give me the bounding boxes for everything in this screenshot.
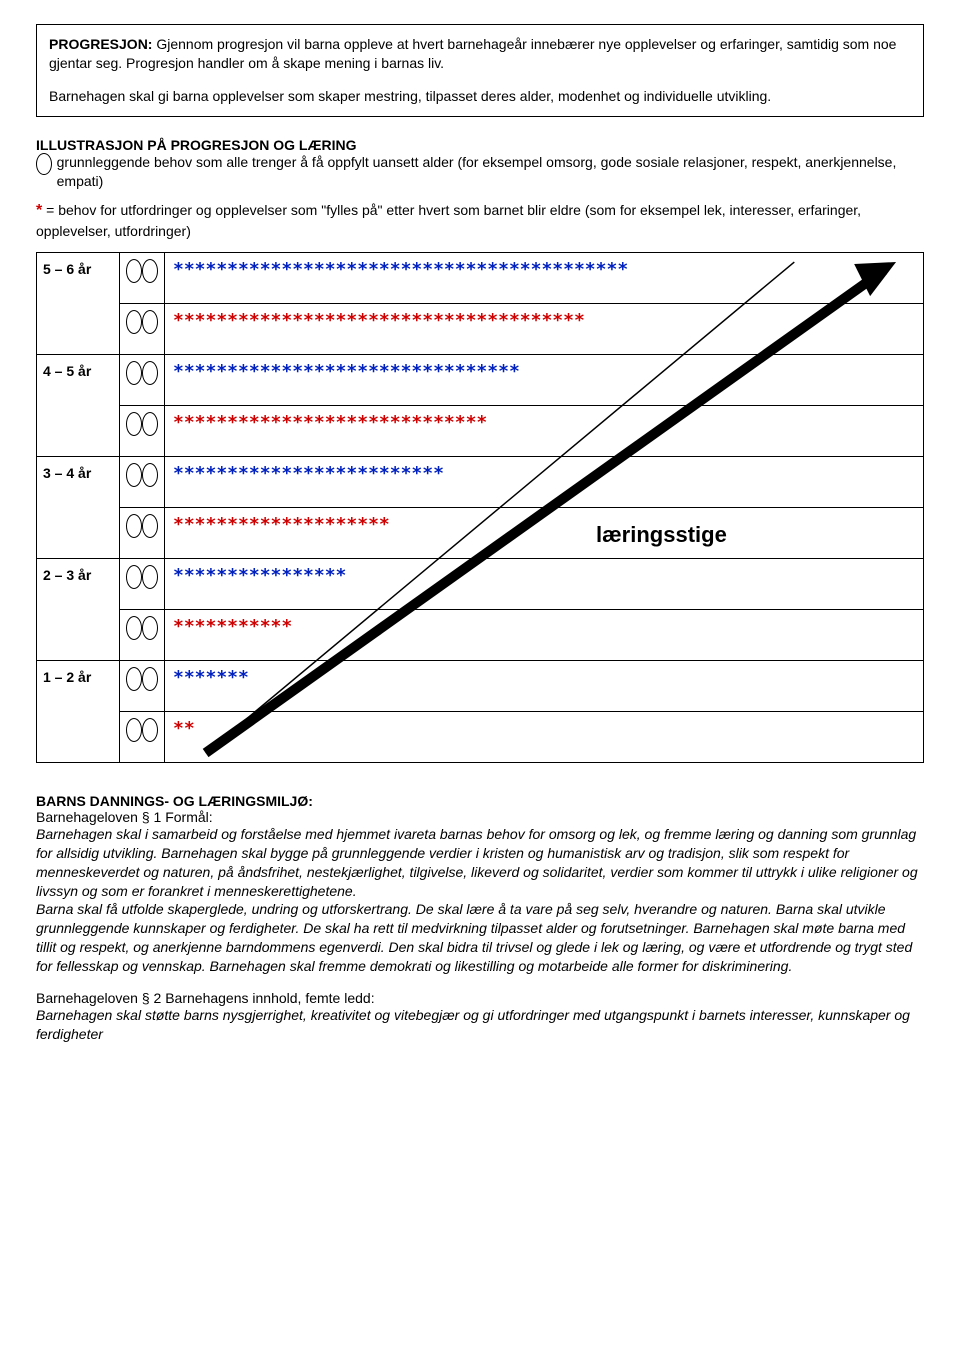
oval-icon (126, 412, 142, 436)
star-cell-top: ************************* (165, 456, 924, 507)
oval-cell (120, 711, 165, 762)
star-cell-bottom: ***************************** (165, 405, 924, 456)
ladder-label: læringsstige (596, 522, 727, 548)
illustration-heading: ILLUSTRASJON PÅ PROGRESJON OG LÆRING (36, 137, 924, 153)
star-cell-top: ****************************************… (165, 252, 924, 303)
oval-cell (120, 609, 165, 660)
law-mid-paragraph: Barna skal få utfolde skaperglede, undri… (36, 900, 924, 976)
oval-cell (120, 558, 165, 609)
age-label: 3 – 4 år (37, 456, 120, 558)
bottom-section: BARNS DANNINGS- OG LÆRINGSMILJØ: Barneha… (36, 793, 924, 1044)
age-label: 1 – 2 år (37, 660, 120, 762)
definition-star: * = behov for utfordringer og opplevelse… (36, 200, 924, 242)
oval-icon (142, 310, 158, 334)
star-cell-top: **************** (165, 558, 924, 609)
star-cell-bottom: *********** (165, 609, 924, 660)
oval-cell (120, 405, 165, 456)
oval-icon (126, 514, 142, 538)
oval-cell (120, 660, 165, 711)
oval-cell (120, 354, 165, 405)
definition-oval-text: grunnleggende behov som alle trenger å f… (57, 153, 924, 192)
intro-heading: PROGRESJON: (49, 36, 156, 52)
age-label: 4 – 5 år (37, 354, 120, 456)
definition-star-text: = behov for utfordringer og opplevelser … (36, 202, 861, 239)
oval-icon (126, 616, 142, 640)
law-last-paragraph: Barnehagen skal støtte barns nysgjerrigh… (36, 1006, 924, 1044)
oval-icon (142, 718, 158, 742)
star-cell-top: ******* (165, 660, 924, 711)
law-italic-paragraph: Barnehagen skal i samarbeid og forståels… (36, 825, 924, 901)
oval-icon (142, 412, 158, 436)
star-cell-bottom: ************************************** (165, 303, 924, 354)
age-label: 2 – 3 år (37, 558, 120, 660)
oval-icon (126, 565, 142, 589)
oval-icon (142, 259, 158, 283)
oval-icon (126, 259, 142, 283)
definition-oval: grunnleggende behov som alle trenger å f… (36, 153, 924, 192)
oval-cell (120, 507, 165, 558)
intro-box: PROGRESJON: Gjennom progresjon vil barna… (36, 24, 924, 117)
law-ref-1: Barnehageloven § 1 Formål: (36, 809, 924, 825)
oval-icon (126, 718, 142, 742)
oval-icon (142, 565, 158, 589)
star-cell-top: ******************************** (165, 354, 924, 405)
oval-icon (142, 463, 158, 487)
oval-cell (120, 303, 165, 354)
intro-p2: Barnehagen skal gi barna opplevelser som… (49, 87, 911, 106)
oval-icon (36, 153, 52, 175)
oval-cell (120, 456, 165, 507)
oval-icon (142, 616, 158, 640)
oval-icon (126, 463, 142, 487)
law-ref-2: Barnehageloven § 2 Barnehagens innhold, … (36, 990, 924, 1006)
oval-icon (126, 310, 142, 334)
oval-cell (120, 252, 165, 303)
section-heading: BARNS DANNINGS- OG LÆRINGSMILJØ: (36, 793, 924, 809)
intro-p1-text: Gjennom progresjon vil barna oppleve at … (49, 36, 896, 71)
age-label: 5 – 6 år (37, 252, 120, 354)
oval-icon (126, 361, 142, 385)
oval-icon (126, 667, 142, 691)
star-cell-bottom: ** (165, 711, 924, 762)
oval-icon (142, 667, 158, 691)
star-cell-bottom: ******************** (165, 507, 924, 558)
intro-p1: PROGRESJON: Gjennom progresjon vil barna… (49, 35, 911, 73)
oval-icon (142, 361, 158, 385)
progression-chart: 5 – 6 år********************************… (36, 252, 924, 763)
oval-icon (142, 514, 158, 538)
